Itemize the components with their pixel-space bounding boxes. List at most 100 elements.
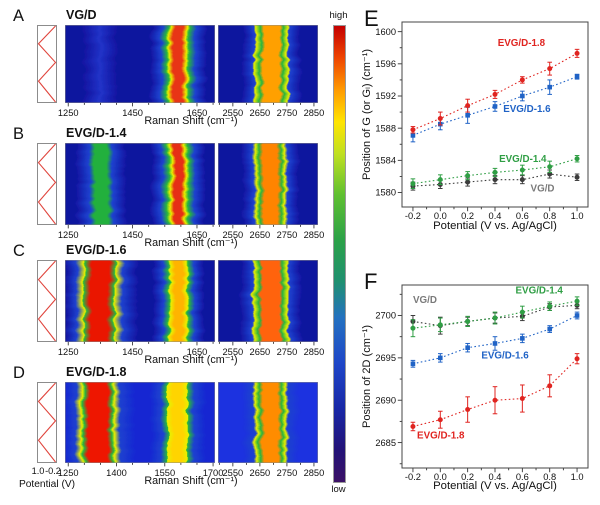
heatmap-bands — [65, 382, 215, 463]
potential-tick-right: -0.2 — [45, 466, 61, 476]
data-point — [465, 318, 471, 324]
chart-text: 2700 — [375, 311, 396, 321]
data-point — [465, 113, 470, 118]
data-point — [465, 407, 471, 413]
data-point — [492, 315, 498, 321]
series-label: EVG/D-1.4 — [516, 285, 564, 296]
plot-frame — [401, 284, 589, 469]
raman-map-left — [65, 382, 215, 463]
data-point — [465, 173, 471, 179]
potential-axis-title: Potential (V) — [18, 479, 76, 490]
chart-text: 0.6 — [516, 211, 529, 221]
series-evg-d-1-8: EVG/D-1.8 — [410, 38, 580, 134]
data-point — [410, 423, 416, 429]
data-point — [519, 309, 525, 315]
tick-label: 2650 — [250, 347, 271, 357]
panel-letter: F — [364, 269, 378, 294]
tick-label: 2550 — [223, 347, 244, 357]
data-point — [492, 91, 498, 97]
chart-text: 2695 — [375, 353, 396, 363]
raman-axis-right: 2550 2650 2750 2850 — [218, 225, 324, 240]
chart-text: 0.8 — [543, 211, 556, 221]
chart-text: 1588 — [375, 123, 396, 133]
raman-axis-title: Raman Shift (cm⁻¹) — [144, 115, 238, 127]
heatmap-bands — [218, 382, 318, 463]
raman-axis-title: Raman Shift (cm⁻¹) — [144, 237, 238, 249]
series-evg-d-1-6: EVG/D-1.6 — [410, 311, 580, 368]
raman-axis-left: 1250 1400 1550 1700 — [58, 463, 223, 478]
tick-label: 2750 — [277, 347, 298, 357]
raman-map-right — [218, 143, 318, 225]
raman-axis-left: 1250 1450 1650 — [58, 342, 214, 357]
series-label: EVG/D-1.8 — [498, 38, 546, 49]
potential-cycle-line — [37, 382, 57, 463]
data-point — [410, 181, 416, 187]
raman-map-left — [65, 143, 215, 225]
data-point — [437, 417, 443, 423]
tick-label: 2850 — [304, 347, 325, 357]
series-label: EVG/D-1.6 — [481, 351, 529, 362]
colorbar-high-label: high — [329, 10, 348, 21]
colorbar-low-label: low — [331, 484, 346, 495]
data-point — [437, 177, 443, 183]
heatmap-bands — [218, 260, 318, 342]
data-point — [547, 303, 553, 309]
raman-map-right — [218, 382, 318, 463]
tick-label: 1550 — [154, 468, 175, 478]
raman-map-left — [65, 260, 215, 342]
chart-text: 1.0 — [571, 472, 584, 482]
heatmap-bands — [65, 260, 215, 342]
data-point — [520, 336, 525, 341]
raman-map-right — [218, 260, 318, 342]
panel-letter: B — [13, 125, 25, 143]
tick-label: 1650 — [187, 347, 208, 357]
tick-label: 2750 — [277, 230, 298, 240]
data-point — [492, 169, 498, 175]
data-point — [437, 355, 443, 361]
potential-cycle-line — [37, 260, 57, 342]
data-point — [519, 167, 525, 173]
series-label: EVG/D-1.8 — [417, 430, 465, 441]
data-point — [574, 356, 580, 362]
chart-text: Position of 2D (cm⁻¹) — [361, 325, 373, 428]
series-evg-d-1-6: EVG/D-1.6 — [410, 73, 580, 143]
tick-label: 2550 — [223, 230, 244, 240]
chart-text: 0.4 — [489, 472, 502, 482]
chart-text: 1596 — [375, 59, 396, 69]
tick-label: 1700 — [203, 468, 224, 478]
raman-axis-right: 2550 2650 2750 2850 — [218, 463, 324, 478]
data-point — [574, 50, 580, 56]
plot-frame — [401, 21, 589, 208]
tick-label: 2650 — [250, 108, 271, 118]
chart-text: 0.8 — [543, 472, 556, 482]
chart-g-band-position: -0.2 0.0 0.2 0.4 0.6 0.8 1.0 1580 1584 1588 1592 15… — [361, 21, 589, 232]
data-point — [410, 133, 416, 138]
potential-waveform-icon — [37, 25, 57, 103]
data-point — [520, 93, 525, 99]
chart-text: 0.2 — [461, 211, 474, 221]
chart-text: 0.0 — [434, 211, 447, 221]
chart-text: 0.2 — [461, 472, 474, 482]
tick-label: 1450 — [122, 108, 143, 118]
potential-tick-left: 1.0 — [31, 466, 45, 476]
data-point — [574, 74, 580, 79]
chart-text: -0.2 — [405, 472, 421, 482]
potential-waveform-icon — [37, 143, 57, 225]
data-point — [410, 127, 416, 133]
tick-label: 2850 — [304, 468, 325, 478]
series-label: VG/D — [413, 295, 437, 306]
heatmap-bands — [218, 25, 318, 103]
chart-text: 0.0 — [434, 472, 447, 482]
panel-title: EVG/D-1.4 — [66, 126, 127, 140]
series-evg-d-1-4: EVG/D-1.4 — [410, 285, 580, 338]
chart-2d-band-position: -0.2 0.0 0.2 0.4 0.6 0.8 1.02685269026952700Po… — [361, 284, 589, 492]
raman-axis-left: 1250 1450 1650 — [58, 225, 214, 240]
tick-label: 2650 — [250, 230, 271, 240]
chart-text: 2685 — [375, 438, 396, 448]
data-point — [519, 177, 525, 183]
data-point — [492, 104, 498, 109]
panel-letter: D — [13, 364, 25, 382]
chart-text: 2690 — [375, 395, 396, 405]
